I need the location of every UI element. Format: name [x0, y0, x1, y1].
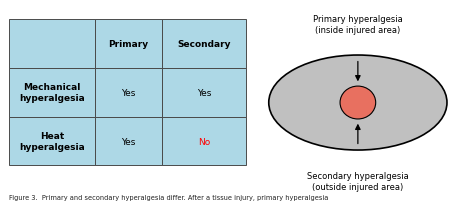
- Text: Primary hyperalgesia
(inside injured area): Primary hyperalgesia (inside injured are…: [313, 15, 403, 35]
- Ellipse shape: [269, 56, 447, 150]
- Text: Yes: Yes: [121, 88, 136, 97]
- Text: Mechanical
hyperalgesia: Mechanical hyperalgesia: [19, 83, 85, 103]
- Ellipse shape: [340, 87, 376, 119]
- Text: Secondary hyperalgesia
(outside injured area): Secondary hyperalgesia (outside injured …: [307, 171, 409, 191]
- Text: Secondary: Secondary: [178, 40, 231, 49]
- Bar: [9, 68, 95, 118]
- Bar: [162, 20, 246, 68]
- Text: No: No: [198, 137, 210, 146]
- Text: Yes: Yes: [197, 88, 211, 97]
- Text: Figure 3.  Primary and secondary hyperalgesia differ. After a tissue injury, pri: Figure 3. Primary and secondary hyperalg…: [9, 194, 329, 200]
- Text: Heat
hyperalgesia: Heat hyperalgesia: [19, 132, 85, 152]
- Bar: [162, 118, 246, 166]
- Bar: [95, 20, 162, 68]
- Text: Yes: Yes: [121, 137, 136, 146]
- Bar: [95, 118, 162, 166]
- Bar: [9, 118, 95, 166]
- Bar: [9, 20, 95, 68]
- Text: Primary: Primary: [109, 40, 149, 49]
- Bar: [95, 68, 162, 118]
- Bar: [162, 68, 246, 118]
